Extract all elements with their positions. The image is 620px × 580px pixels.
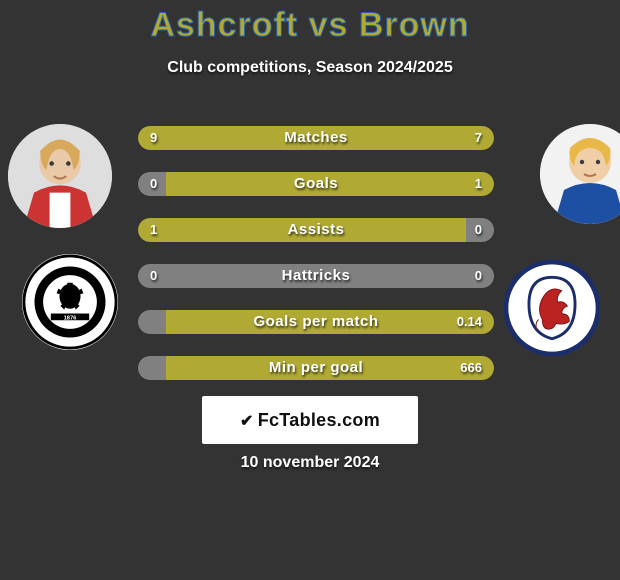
- stat-bars: 97Matches 01Goals 10Assists 00Hattricks 0.14…: [138, 126, 494, 402]
- stat-label: Min per goal: [138, 356, 494, 380]
- stat-label: Matches: [138, 126, 494, 150]
- stat-row: 97Matches: [138, 126, 494, 150]
- page-title: Ashcroft vs Brown: [0, 0, 620, 45]
- stat-label: Goals: [138, 172, 494, 196]
- stat-row: 00Hattricks: [138, 264, 494, 288]
- stat-label: Hattricks: [138, 264, 494, 288]
- comparison-card: Ashcroft vs Brown Club competitions, Sea…: [0, 0, 620, 580]
- date-stamp: 10 november 2024: [0, 454, 620, 472]
- svg-text:1876: 1876: [64, 315, 77, 321]
- stat-row: 0.14Goals per match: [138, 310, 494, 334]
- brand-text: FcTables.com: [258, 410, 380, 430]
- brand-badge[interactable]: ✔FcTables.com: [202, 396, 418, 444]
- crest-right: [504, 260, 600, 356]
- stat-row: 666Min per goal: [138, 356, 494, 380]
- stat-row: 01Goals: [138, 172, 494, 196]
- crest-left: 1876: [22, 254, 118, 350]
- player-right-avatar: [540, 124, 620, 224]
- stat-row: 10Assists: [138, 218, 494, 242]
- subtitle: Club competitions, Season 2024/2025: [0, 59, 620, 77]
- player-left-avatar: [8, 124, 112, 228]
- stat-label: Assists: [138, 218, 494, 242]
- stat-label: Goals per match: [138, 310, 494, 334]
- brand-icon: ✔: [240, 413, 254, 430]
